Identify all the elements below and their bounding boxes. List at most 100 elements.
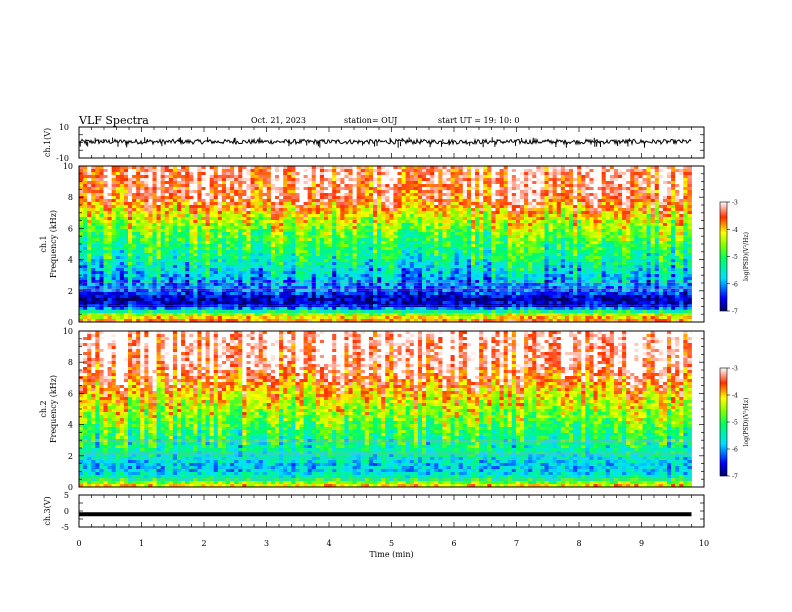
spectrogram-cell <box>107 169 113 173</box>
spectrogram-cell <box>389 220 394 224</box>
spectrogram-cell <box>79 238 84 242</box>
spectrogram-cell <box>83 184 88 188</box>
spectrogram-cell <box>242 223 247 227</box>
spectrogram-cell <box>156 187 162 191</box>
spectrogram-cell <box>217 286 223 290</box>
spectrogram-cell <box>91 205 96 209</box>
spectrogram-cell <box>140 307 145 311</box>
spectrogram-cell <box>360 220 366 224</box>
spectrogram-cell <box>221 169 227 173</box>
spectrogram-cell <box>360 253 366 257</box>
spectrogram-cell <box>430 265 435 269</box>
spectrogram-cell <box>336 268 341 272</box>
spectrogram-cell <box>266 184 272 188</box>
spectrogram-cell <box>422 169 427 173</box>
spectrogram-cell <box>319 244 325 248</box>
spectrogram-cell <box>315 301 321 305</box>
spectrogram-cell <box>177 178 182 182</box>
spectrogram-cell <box>197 220 202 224</box>
spectrogram-cell <box>209 319 215 323</box>
spectrogram-cell <box>87 223 92 227</box>
spectrogram-cell <box>246 205 251 209</box>
spectrogram-cell <box>287 268 292 272</box>
spectrogram-cell <box>373 319 378 323</box>
spectrogram-cell <box>168 316 174 320</box>
spectrogram-cell <box>234 169 239 173</box>
spectrogram-cell <box>295 271 300 275</box>
spectrogram-cell <box>426 214 431 218</box>
spectrogram-cell <box>156 313 162 317</box>
spectrogram-cell <box>205 274 211 278</box>
spectrogram-cell <box>356 268 362 272</box>
spectrogram-cell <box>270 253 276 257</box>
spectrogram-cell <box>397 172 402 176</box>
spectrogram-cell <box>303 193 309 197</box>
spectrogram-cell <box>152 178 157 182</box>
spectrogram-cell <box>352 292 358 296</box>
spectrogram-cell <box>238 268 243 272</box>
spectrogram-cell <box>279 304 284 308</box>
spectrogram-cell <box>226 211 231 215</box>
spectrogram-cell <box>262 274 268 278</box>
spectrogram-cell <box>270 223 276 227</box>
spectrogram-cell <box>254 202 260 206</box>
spectrogram-cell <box>385 307 390 311</box>
spectrogram-cell <box>266 271 272 275</box>
spectrogram-cell <box>144 277 149 281</box>
spectrogram-cell <box>250 244 255 248</box>
spectrogram-cell <box>299 184 304 188</box>
spectrogram-cell <box>136 175 141 179</box>
spectrogram-cell <box>413 292 419 296</box>
spectrogram-cell <box>311 289 317 293</box>
spectrogram-cell <box>140 226 145 230</box>
spectrogram-cell <box>230 208 235 212</box>
spectrogram-cell <box>132 232 137 236</box>
spectrogram-cell <box>111 259 117 263</box>
spectrogram-cell <box>234 208 239 212</box>
spectrogram-cell <box>352 175 358 179</box>
spectrogram-cell <box>83 238 88 242</box>
spectrogram-cell <box>136 208 141 212</box>
spectrogram-cell <box>152 238 157 242</box>
spectrogram-cell <box>393 178 398 182</box>
spectrogram-cell <box>209 307 215 311</box>
spectrogram-cell <box>324 241 329 245</box>
spectrogram-cell <box>364 181 370 185</box>
spectrogram-cell <box>328 295 333 299</box>
spectrogram-cell <box>385 316 390 320</box>
spectrogram-cell <box>287 298 292 302</box>
spectrogram-cell <box>189 232 194 236</box>
spectrogram-cell <box>299 220 304 224</box>
ch1-waveform-line <box>78 137 692 146</box>
spectrogram-cell <box>164 319 170 323</box>
spectrogram-cell <box>258 232 264 236</box>
spectrogram-cell <box>226 259 231 263</box>
spectrogram-cell <box>132 256 137 260</box>
spectrogram-cell <box>136 268 141 272</box>
spectrogram-cell <box>373 295 378 299</box>
spectrogram-cell <box>193 178 198 182</box>
spectrogram-cell <box>311 277 317 281</box>
spectrogram-cell <box>303 181 309 185</box>
spectrogram-cell <box>238 319 243 323</box>
spectrogram-cell <box>234 277 239 281</box>
spectrogram-cell <box>205 250 211 254</box>
spectrogram-cell <box>250 277 255 281</box>
spectrogram-cell <box>377 304 382 308</box>
spectrogram-cell <box>238 211 243 215</box>
spectrogram-cell <box>295 250 300 254</box>
spectrogram-cell <box>168 259 174 263</box>
spectrogram-cell <box>91 289 96 293</box>
spectrogram-cell <box>328 316 333 320</box>
spectrogram-cell <box>250 280 255 284</box>
spectrogram-cell <box>242 208 247 212</box>
spectrogram-cell <box>364 292 370 296</box>
spectrogram-cell <box>279 184 284 188</box>
spectrogram-cell <box>254 316 260 320</box>
spectrogram-cell <box>160 226 166 230</box>
spectrogram-cell <box>250 232 255 236</box>
spectrogram-cell <box>238 262 243 266</box>
spectrogram-cell <box>189 280 194 284</box>
spectrogram-cell <box>107 238 113 242</box>
spectrogram-cell <box>123 184 129 188</box>
